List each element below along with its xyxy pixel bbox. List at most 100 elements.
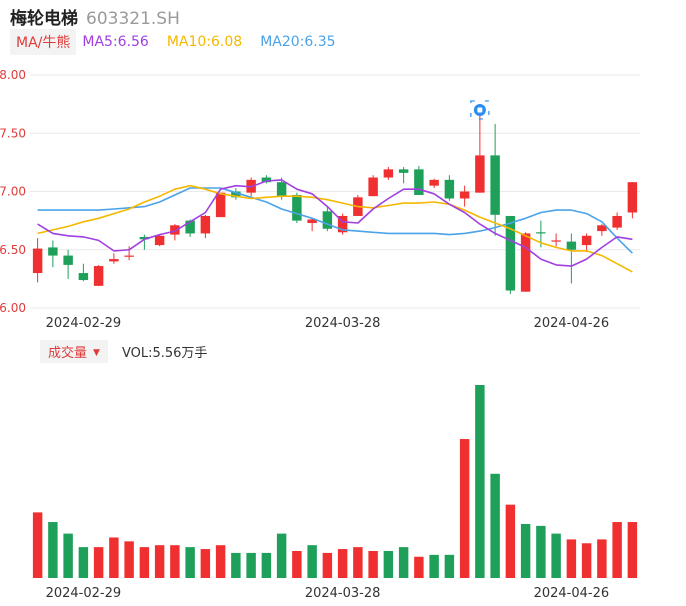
volume-bar: [200, 549, 211, 578]
price-date-axis: 2024-02-29 2024-03-28 2024-04-26: [46, 316, 610, 331]
volume-bar: [444, 554, 455, 578]
chevron-down-icon: ▼: [93, 347, 100, 358]
candle-body: [429, 179, 439, 186]
candle-body: [459, 191, 470, 199]
volume-bar: [429, 554, 439, 578]
volume-bar: [215, 545, 226, 578]
volume-bars: [32, 385, 638, 578]
volume-bar: [322, 552, 333, 578]
volume-bar: [368, 550, 378, 578]
x-tick-label: 2024-02-29: [46, 316, 122, 331]
candle-body: [139, 236, 150, 240]
marker-frame: [470, 100, 490, 120]
volume-bar: [231, 552, 241, 578]
candle-body: [505, 215, 516, 291]
candle-body: [231, 191, 241, 198]
candle-body: [612, 215, 622, 228]
volume-dropdown-button[interactable]: 成交量 ▼: [40, 339, 108, 363]
ma5-line: [37, 179, 633, 267]
x-tick-label: 2024-04-26: [534, 316, 610, 331]
volume-bar: [154, 545, 165, 578]
y-tick-label: 6.00: [0, 301, 26, 315]
price-grid: [30, 74, 640, 309]
volume-bar: [170, 545, 180, 578]
candle-body: [337, 215, 348, 233]
y-tick-label: 7.50: [0, 126, 26, 140]
candle-body: [109, 259, 119, 262]
candle-body: [322, 211, 333, 229]
y-tick-label: 8.00: [0, 68, 26, 82]
ma5-label: MA5:6.56: [82, 34, 149, 50]
volume-bar: [63, 533, 73, 578]
ma10-label: MA10:6.08: [166, 34, 243, 50]
volume-bar: [566, 539, 577, 578]
candle-body: [566, 241, 577, 250]
volume-bar: [398, 547, 409, 578]
volume-bar: [505, 504, 516, 578]
ma-indicator-bar: MA/牛熊 MA5:6.56 MA10:6.08 MA20:6.35: [10, 29, 354, 55]
volume-bar: [597, 539, 607, 578]
volume-bar: [353, 547, 363, 578]
candle-body: [32, 248, 43, 274]
ma-toggle-button[interactable]: MA/牛熊: [10, 29, 77, 55]
marker-glyph: [477, 107, 483, 113]
candle-body: [124, 255, 134, 257]
ma20-label: MA20:6.35: [260, 34, 336, 50]
candle-body: [78, 273, 89, 281]
stock-name: 梅轮电梯: [10, 9, 78, 29]
volume-bar: [414, 556, 424, 578]
candle-body: [627, 182, 638, 213]
volume-indicator-bar: 成交量 ▼ VOL:5.56万手: [40, 339, 208, 363]
volume-bar: [261, 552, 272, 578]
volume-value: VOL:5.56万手: [121, 345, 208, 361]
candle-body: [93, 266, 104, 286]
candle-body: [490, 155, 500, 215]
volume-bar: [475, 385, 485, 578]
volume-bar: [551, 533, 561, 578]
candle-body: [63, 255, 73, 265]
candle-body: [551, 240, 561, 242]
volume-bar: [459, 439, 470, 578]
volume-bar: [612, 522, 622, 578]
candle-body: [597, 225, 607, 232]
stock-code: 603321.SH: [86, 9, 180, 29]
price-axis: 8.00 7.50 7.00 6.50 6.00: [0, 68, 26, 315]
candle-body: [185, 220, 195, 234]
volume-bar: [307, 545, 317, 578]
volume-bar: [581, 543, 592, 578]
candle-body: [398, 169, 409, 173]
volume-bar: [276, 533, 287, 578]
volume-bar: [139, 547, 150, 578]
y-tick-label: 6.50: [0, 243, 26, 257]
candle-body: [581, 235, 592, 246]
volume-bar: [32, 512, 43, 578]
ma20-line: [37, 187, 633, 254]
y-tick-label: 7.00: [0, 185, 26, 199]
candle-body: [215, 192, 226, 218]
candle-body: [383, 169, 394, 178]
volume-bar: [383, 550, 394, 578]
candle-body: [536, 232, 546, 234]
x-tick-label: 2024-04-26: [534, 586, 610, 601]
x-tick-label: 2024-03-28: [305, 586, 381, 601]
volume-bar: [93, 547, 104, 578]
candle-body: [276, 182, 287, 197]
ma10-line: [37, 184, 633, 273]
candle-body: [154, 235, 165, 246]
stock-header: 梅轮电梯 603321.SH: [10, 4, 180, 29]
candle-body: [48, 247, 58, 256]
volume-date-axis: 2024-02-29 2024-03-28 2024-04-26: [46, 586, 610, 601]
volume-bar: [536, 525, 546, 578]
candle-body: [307, 219, 317, 223]
high-point-marker-icon[interactable]: [470, 100, 490, 120]
volume-button-label: 成交量: [48, 345, 88, 361]
candle-body: [414, 169, 424, 195]
moving-average-lines: [37, 179, 633, 273]
candle-body: [368, 177, 378, 197]
volume-bar: [109, 537, 119, 578]
x-tick-label: 2024-02-29: [46, 586, 122, 601]
candle-body: [520, 233, 531, 292]
candle-body: [444, 179, 455, 199]
volume-bar: [78, 547, 89, 578]
